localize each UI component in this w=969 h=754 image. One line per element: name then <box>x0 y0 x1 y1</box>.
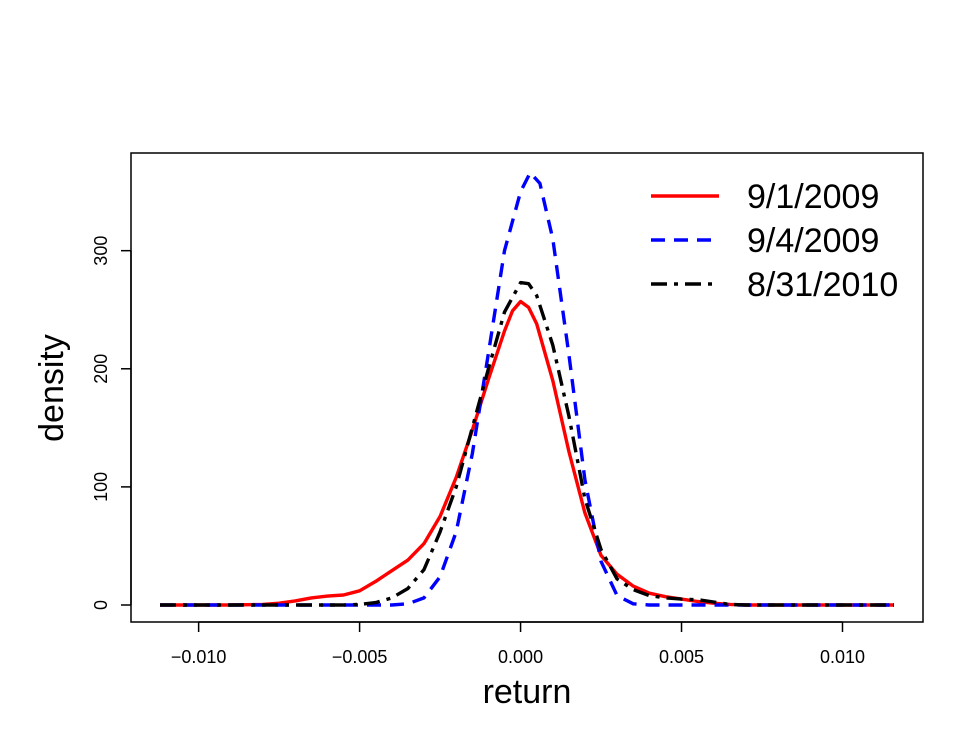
legend-label: 9/1/2009 <box>747 178 879 216</box>
series-layer <box>160 171 894 607</box>
y-axis-title: density <box>33 334 71 442</box>
y-tick-label: 0 <box>91 600 111 610</box>
y-axis: 0 100 200 300 <box>91 236 132 610</box>
x-axis-title: return <box>483 673 572 711</box>
series-line-2 <box>160 171 894 607</box>
x-tick-label: 0.000 <box>498 647 543 667</box>
x-tick-label: −0.005 <box>332 647 388 667</box>
legend: 9/1/2009 9/4/2009 8/31/2010 <box>651 178 898 304</box>
series-line-3 <box>160 280 894 607</box>
x-tick-label: 0.005 <box>659 647 704 667</box>
legend-label: 8/31/2010 <box>747 266 898 304</box>
x-axis: −0.010 −0.005 0.000 0.005 0.010 <box>171 621 865 667</box>
series-line-1 <box>160 299 894 607</box>
legend-label: 9/4/2009 <box>747 222 879 260</box>
y-tick-label: 200 <box>91 354 111 384</box>
x-tick-label: −0.010 <box>171 647 227 667</box>
y-tick-label: 300 <box>91 236 111 266</box>
y-tick-label: 100 <box>91 472 111 502</box>
x-tick-label: 0.010 <box>820 647 865 667</box>
